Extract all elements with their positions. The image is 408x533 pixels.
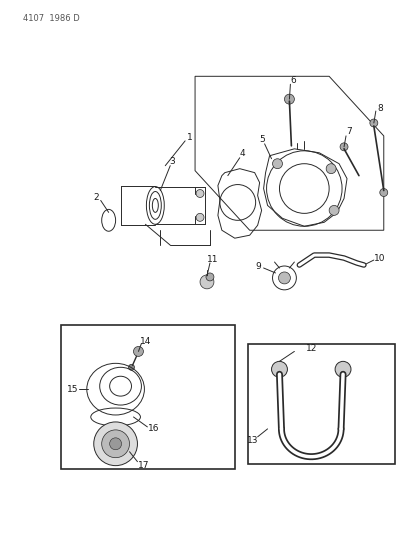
Circle shape: [329, 205, 339, 215]
Text: 14: 14: [140, 337, 151, 346]
Text: 13: 13: [247, 437, 258, 445]
Bar: [61, 325, 235, 469]
Text: 15: 15: [67, 385, 79, 394]
Text: 1: 1: [187, 133, 193, 142]
Text: 6: 6: [290, 76, 296, 85]
Text: 3: 3: [169, 157, 175, 166]
Text: 11: 11: [207, 255, 219, 263]
Text: 2: 2: [93, 193, 99, 202]
Circle shape: [200, 275, 214, 289]
Circle shape: [110, 438, 122, 450]
Text: 10: 10: [374, 254, 386, 263]
Circle shape: [102, 430, 129, 458]
Text: 9: 9: [256, 262, 262, 271]
Bar: [248, 344, 395, 464]
Circle shape: [326, 164, 336, 174]
Text: 12: 12: [306, 344, 317, 353]
Circle shape: [273, 159, 282, 168]
Circle shape: [129, 365, 135, 370]
Circle shape: [272, 361, 287, 377]
Text: 17: 17: [137, 461, 149, 470]
Circle shape: [133, 346, 144, 357]
Circle shape: [380, 189, 388, 197]
Circle shape: [335, 361, 351, 377]
Circle shape: [196, 213, 204, 221]
Circle shape: [196, 190, 204, 197]
Circle shape: [94, 422, 137, 466]
Text: 4107  1986 D: 4107 1986 D: [23, 14, 80, 23]
Text: 7: 7: [346, 127, 352, 136]
Text: 4: 4: [240, 149, 246, 158]
Circle shape: [206, 273, 214, 281]
Circle shape: [340, 143, 348, 151]
Circle shape: [279, 272, 290, 284]
Circle shape: [370, 119, 378, 127]
Text: 5: 5: [260, 135, 266, 144]
Circle shape: [284, 94, 295, 104]
Text: 8: 8: [377, 103, 383, 112]
Text: 16: 16: [148, 424, 159, 433]
